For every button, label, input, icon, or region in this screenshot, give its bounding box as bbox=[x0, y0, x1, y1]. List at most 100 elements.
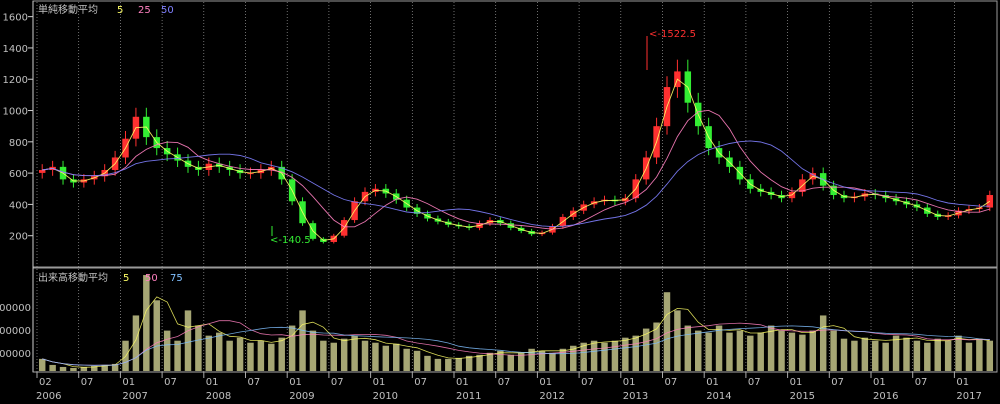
volume-bar bbox=[653, 322, 660, 371]
candle-body bbox=[247, 173, 254, 175]
volume-bar bbox=[153, 300, 160, 371]
volume-bar bbox=[309, 330, 317, 371]
price-legend: 単純移動平均 5 25 50 bbox=[38, 3, 174, 16]
volume-bar bbox=[393, 343, 400, 371]
volume-bar bbox=[601, 342, 608, 371]
x-month-tick: 07 bbox=[81, 377, 94, 388]
volume-bar bbox=[476, 354, 483, 371]
candle-body bbox=[38, 169, 46, 173]
x-axis: 02 07 01 07 01 07 01 07 01 07 01 07 01 07 01 07 01 07 01 07… bbox=[33, 371, 997, 402]
volume-bar bbox=[91, 365, 98, 371]
price-y-tick: 600 bbox=[9, 169, 28, 180]
volume-legend-title: 出来高移動平均 bbox=[38, 271, 108, 284]
price-ma-line-2 bbox=[42, 109, 990, 230]
volume-bar bbox=[278, 337, 285, 371]
volume-bar bbox=[726, 332, 733, 371]
candle-body bbox=[986, 195, 994, 208]
x-month-tick: 01 bbox=[873, 377, 886, 388]
volume-bar bbox=[580, 342, 587, 371]
volume-legend-period-2: 50 bbox=[145, 273, 158, 284]
volume-bar bbox=[642, 328, 650, 371]
volume-bar bbox=[903, 337, 910, 371]
price-y-tick: 200 bbox=[9, 232, 28, 243]
volume-bar bbox=[413, 350, 421, 371]
volume-bar bbox=[403, 348, 410, 371]
volume-bar bbox=[705, 332, 712, 371]
volume-bar bbox=[517, 352, 525, 371]
price-y-tick: 1200 bbox=[3, 75, 28, 86]
x-month-tick: 07 bbox=[831, 377, 844, 388]
volume-bar bbox=[819, 315, 827, 371]
volume-bar bbox=[361, 340, 369, 371]
grid bbox=[36, 2, 955, 372]
x-month-tick: 01 bbox=[623, 377, 636, 388]
volume-bar bbox=[49, 364, 56, 371]
x-month-tick: 07 bbox=[414, 377, 427, 388]
volume-bar bbox=[372, 342, 379, 371]
price-ma-line-1 bbox=[42, 78, 991, 241]
volume-bar bbox=[715, 325, 723, 371]
price-y-tick: 1600 bbox=[3, 13, 28, 24]
x-month-tick: 01 bbox=[539, 377, 552, 388]
x-month-tick: 01 bbox=[122, 377, 135, 388]
x-month-tick: 07 bbox=[331, 377, 344, 388]
x-year-label: 2013 bbox=[623, 391, 648, 402]
volume-bar bbox=[195, 325, 202, 371]
price-y-tick: 1000 bbox=[3, 107, 28, 118]
volume-bar bbox=[622, 337, 629, 371]
volume-bar bbox=[111, 363, 119, 371]
volume-legend: 出来高移動平均 5 50 75 bbox=[38, 271, 183, 284]
volume-legend-period-3: 75 bbox=[170, 273, 183, 284]
volume-bar bbox=[934, 338, 941, 371]
volume-bar bbox=[184, 310, 192, 371]
volume-bar bbox=[465, 355, 473, 371]
volume-bar bbox=[132, 315, 140, 371]
x-month-tick: 01 bbox=[456, 377, 469, 388]
volume-bar bbox=[257, 340, 265, 371]
volume-bar bbox=[351, 335, 358, 371]
volume-bar bbox=[830, 330, 837, 371]
volume-ma-line-2 bbox=[42, 320, 990, 366]
x-year-label: 2009 bbox=[289, 391, 314, 402]
volume-bar bbox=[330, 342, 337, 371]
volume-bar bbox=[788, 332, 796, 371]
volume-bar bbox=[747, 335, 754, 371]
price-y-tick: 800 bbox=[9, 138, 28, 149]
price-legend-period-3: 50 bbox=[161, 5, 174, 16]
volume-bar bbox=[809, 330, 816, 371]
price-ma-line-3 bbox=[42, 140, 990, 228]
volume-bar bbox=[226, 340, 233, 371]
x-year-label: 2011 bbox=[456, 391, 481, 402]
volume-bar bbox=[872, 340, 879, 371]
volume-bar bbox=[965, 342, 973, 371]
volume-bar bbox=[288, 325, 296, 371]
volume-bar bbox=[549, 352, 556, 371]
volume-bar bbox=[174, 340, 181, 371]
volume-bar bbox=[538, 350, 546, 371]
volume-moving-averages bbox=[42, 296, 990, 368]
price-y-tick: 1400 bbox=[3, 44, 28, 55]
volume-bar bbox=[216, 332, 223, 371]
volume-bar bbox=[840, 338, 848, 371]
volume-bar bbox=[38, 358, 46, 371]
volume-bar bbox=[434, 358, 442, 371]
x-month-tick: 07 bbox=[915, 377, 928, 388]
extreme-markers: <-1522.5 <-140.5 bbox=[270, 29, 696, 246]
volume-bar bbox=[976, 338, 983, 371]
x-year-label: 2007 bbox=[122, 391, 147, 402]
price-legend-period-1: 5 bbox=[117, 5, 123, 16]
volume-bar bbox=[455, 357, 462, 371]
volume-bar bbox=[861, 337, 869, 371]
volume-bar bbox=[528, 348, 535, 371]
x-month-tick: 07 bbox=[498, 377, 511, 388]
volume-bar bbox=[767, 325, 775, 371]
volume-bar bbox=[70, 367, 77, 371]
price-y-axis: 1600 1400 1200 1000 800 600 400 200 bbox=[3, 13, 33, 243]
x-month-tick: 07 bbox=[581, 377, 594, 388]
volume-bar bbox=[913, 340, 921, 371]
x-month-tick: 01 bbox=[289, 377, 302, 388]
price-candles bbox=[38, 59, 994, 244]
